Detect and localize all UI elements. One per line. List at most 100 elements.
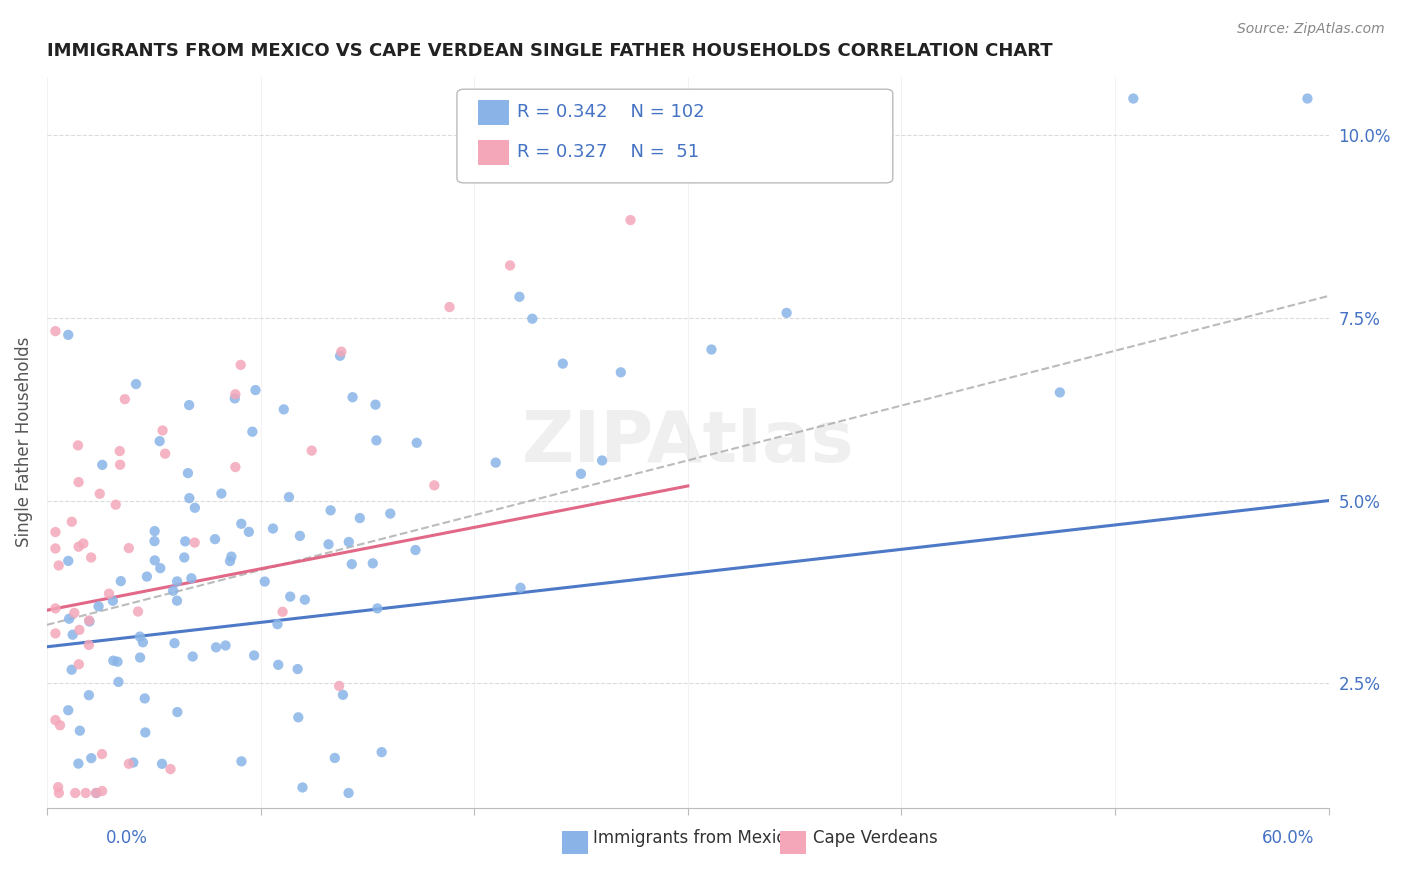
Point xyxy=(86,786,108,800)
Point xyxy=(508,290,530,304)
Point xyxy=(58,703,80,717)
Point xyxy=(177,466,200,480)
Point xyxy=(509,581,531,595)
Point xyxy=(349,511,371,525)
Point xyxy=(103,654,125,668)
Point xyxy=(179,491,201,505)
Point xyxy=(91,458,114,472)
Point xyxy=(91,784,114,798)
Text: Cape Verdeans: Cape Verdeans xyxy=(813,830,938,847)
Point xyxy=(342,390,364,404)
Point xyxy=(291,780,314,795)
Point xyxy=(380,507,402,521)
Point xyxy=(700,343,723,357)
Point xyxy=(174,534,197,549)
Point xyxy=(181,649,204,664)
Point xyxy=(67,540,90,554)
Text: Immigrants from Mexico: Immigrants from Mexico xyxy=(593,830,796,847)
Point xyxy=(152,424,174,438)
Point xyxy=(107,655,129,669)
Point xyxy=(114,392,136,407)
Point xyxy=(58,327,80,342)
Point xyxy=(301,443,323,458)
Point xyxy=(77,614,100,628)
Point xyxy=(67,657,90,672)
Point xyxy=(44,601,66,615)
Point xyxy=(49,718,72,732)
Point xyxy=(1049,385,1071,400)
Point xyxy=(224,392,246,406)
Point xyxy=(405,543,427,558)
Point xyxy=(266,617,288,632)
Point xyxy=(294,592,316,607)
Point xyxy=(328,679,350,693)
Point xyxy=(439,300,461,314)
Point xyxy=(150,756,173,771)
Point xyxy=(44,713,66,727)
Point xyxy=(231,755,253,769)
Point xyxy=(58,554,80,568)
Point xyxy=(104,498,127,512)
Point xyxy=(118,756,141,771)
Point xyxy=(44,324,66,338)
Point xyxy=(591,453,613,467)
Point xyxy=(63,606,86,620)
Point xyxy=(569,467,592,481)
Point xyxy=(48,786,70,800)
Point xyxy=(46,780,69,794)
Point xyxy=(118,541,141,555)
Point xyxy=(1122,91,1144,105)
Point xyxy=(364,398,387,412)
Point xyxy=(44,524,66,539)
Point xyxy=(67,756,90,771)
Point xyxy=(69,723,91,738)
Point xyxy=(405,435,427,450)
Point xyxy=(107,674,129,689)
Point xyxy=(330,344,353,359)
Point xyxy=(44,626,66,640)
Point xyxy=(209,486,232,500)
Point xyxy=(332,688,354,702)
Point xyxy=(166,705,188,719)
Point xyxy=(153,447,176,461)
Text: 60.0%: 60.0% xyxy=(1263,829,1315,847)
Point xyxy=(522,311,544,326)
Point xyxy=(80,550,103,565)
Point xyxy=(67,475,90,489)
Point xyxy=(87,599,110,614)
Point xyxy=(79,615,101,629)
Point xyxy=(77,638,100,652)
Point xyxy=(287,710,309,724)
Point xyxy=(619,213,641,227)
Point xyxy=(143,553,166,567)
Point xyxy=(499,259,522,273)
Point xyxy=(224,387,246,401)
Point xyxy=(370,745,392,759)
Point xyxy=(183,535,205,549)
Point xyxy=(149,561,172,575)
Point xyxy=(162,583,184,598)
Point xyxy=(267,657,290,672)
Point xyxy=(77,688,100,702)
Point xyxy=(221,549,243,564)
Point xyxy=(62,628,84,642)
Point xyxy=(558,142,581,156)
Text: R = 0.327    N =  51: R = 0.327 N = 51 xyxy=(517,143,700,161)
Point xyxy=(80,751,103,765)
Point xyxy=(329,349,352,363)
Point xyxy=(319,503,342,517)
Point xyxy=(423,478,446,492)
Point xyxy=(184,500,207,515)
Point xyxy=(610,365,633,379)
Point xyxy=(205,640,228,655)
Point xyxy=(135,569,157,583)
Point xyxy=(253,574,276,589)
Point xyxy=(361,557,384,571)
Point xyxy=(366,434,388,448)
Point xyxy=(101,594,124,608)
Point xyxy=(204,532,226,546)
Point xyxy=(72,536,94,550)
Point xyxy=(60,515,83,529)
Point xyxy=(318,537,340,551)
Point xyxy=(180,571,202,585)
